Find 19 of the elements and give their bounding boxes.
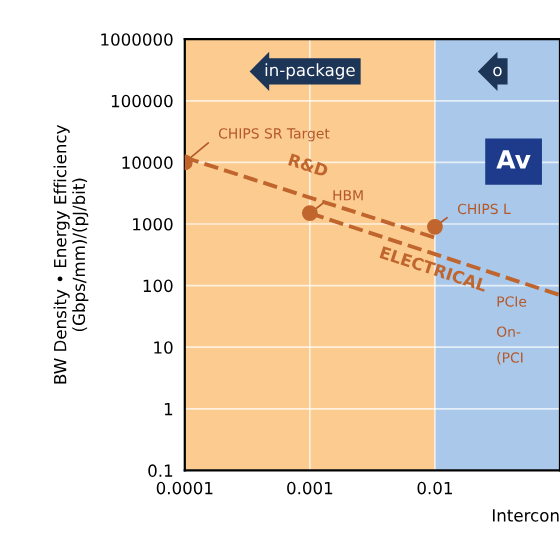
y-tick-label: 0.1 <box>148 464 173 477</box>
y-tick-label: 100000 <box>111 94 173 108</box>
text: R&D <box>288 153 329 178</box>
x-tick-label: 0.001 <box>287 481 333 495</box>
y-tick-label: 10 <box>154 341 173 354</box>
annotation: Av <box>496 150 531 169</box>
point <box>301 205 318 222</box>
y-tick-label: 1000000 <box>101 33 173 46</box>
band-label: o <box>493 66 502 77</box>
x-tick-label: 0.01 <box>417 481 452 495</box>
band-label: in-package <box>265 63 355 80</box>
y-axis-title: BW Density • Energy Efficiency (Gbps/mm)/(pJ/bit) <box>53 125 89 384</box>
y-tick-label: 10000 <box>122 156 173 169</box>
y-tick-label: 100 <box>143 279 173 293</box>
x-axis-title: Intercon <box>492 509 559 522</box>
point <box>427 218 443 235</box>
y-tick-label: 1 <box>164 402 173 416</box>
y-tick-label: 1000 <box>133 217 173 231</box>
x-tick-label: 0.0001 <box>156 481 213 495</box>
